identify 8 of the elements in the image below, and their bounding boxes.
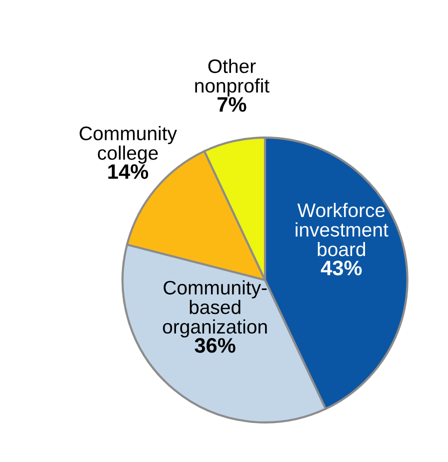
data-label: 7% bbox=[218, 97, 246, 112]
data-label: 36% bbox=[194, 338, 236, 353]
slice-label: Other nonprofit bbox=[195, 58, 270, 96]
slice-label: Community- based organization bbox=[162, 280, 267, 338]
data-label: 14% bbox=[108, 164, 148, 179]
data-label: 43% bbox=[320, 260, 362, 276]
slice-label: Community college bbox=[80, 126, 177, 164]
slice-label: Workforce investment board bbox=[296, 202, 388, 256]
